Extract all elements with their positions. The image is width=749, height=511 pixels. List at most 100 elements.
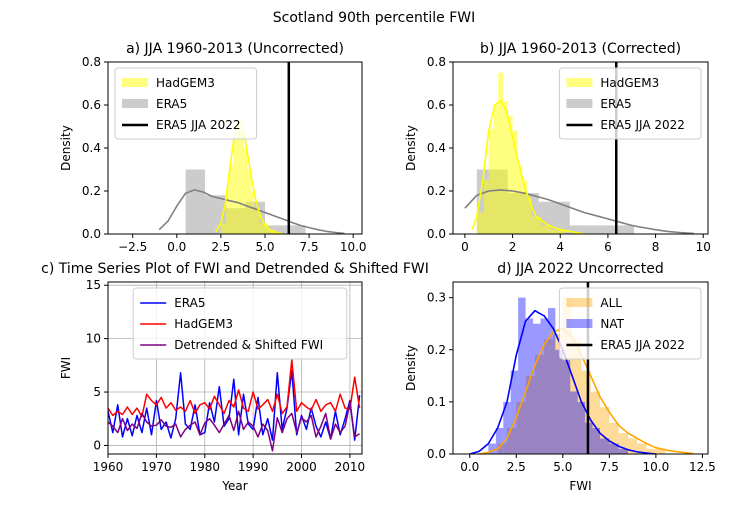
y-tick-label: 0.8 <box>427 55 446 69</box>
x-tick-label: 2 <box>509 240 517 254</box>
panel-title: b) JJA 1960-2013 (Corrected) <box>480 41 681 57</box>
legend-swatch <box>566 319 593 328</box>
hist-bar-hadgem3 <box>522 180 527 234</box>
x-tick-label: 0.0 <box>167 240 186 254</box>
hist-bar-all <box>506 427 517 454</box>
hist-bar-all <box>618 433 628 454</box>
hist-bar-all <box>516 401 526 454</box>
panel-title: a) JJA 1960-2013 (Uncorrected) <box>126 41 344 57</box>
hist-bar-all <box>655 448 666 454</box>
hist-bar-hadgem3 <box>259 223 269 234</box>
hist-bar-all <box>562 297 573 454</box>
hist-bar-nat <box>555 349 563 454</box>
y-tick-label: 5 <box>93 385 101 399</box>
panel-title: c) Time Series Plot of FWI and Detrended… <box>41 261 429 277</box>
y-tick-label: 15 <box>86 278 101 292</box>
hist-bar-nat <box>518 297 526 454</box>
hist-bar-nat <box>600 438 610 454</box>
series-line-detrended-shifted-fwi <box>108 401 361 452</box>
y-tick-label: 10 <box>86 332 101 346</box>
legend-swatch <box>122 99 148 108</box>
plot-area <box>469 282 694 454</box>
hist-bar-hadgem3 <box>229 165 234 234</box>
legend-label: ERA5 JJA 2022 <box>600 338 685 352</box>
legend-swatch <box>122 78 148 87</box>
y-tick-label: 0.8 <box>82 55 101 69</box>
hist-bar-hadgem3 <box>220 223 227 234</box>
hist-bar-era5 <box>286 225 306 234</box>
x-tick-label: 2000 <box>286 460 317 474</box>
legend-label: HadGEM3 <box>600 76 659 90</box>
x-tick-label: 10.0 <box>340 240 367 254</box>
legend-swatch <box>566 298 593 307</box>
legend-box <box>132 287 348 360</box>
hist-bar-hadgem3 <box>488 128 494 234</box>
legend: HadGEM3 ERA5 ERA5 JJA 2022 <box>114 67 258 140</box>
hist-bar-nat <box>592 427 601 454</box>
hist-bar-hadgem3 <box>498 72 504 234</box>
x-axis-label: Year <box>221 479 247 493</box>
y-tick-label: 0.2 <box>427 184 446 198</box>
hist-bar-nat <box>510 370 519 454</box>
legend-label: ERA5 JJA 2022 <box>600 118 685 132</box>
hist-bar-hadgem3 <box>268 229 276 234</box>
hist-bar-hadgem3 <box>226 186 230 234</box>
hist-bar-hadgem3 <box>240 130 244 234</box>
hist-bar-nat <box>618 448 628 454</box>
plot-area <box>158 62 345 234</box>
hist-bar-hadgem3 <box>541 225 551 234</box>
hist-bar-all <box>600 407 610 454</box>
axes-frame <box>452 281 709 455</box>
hist-bar-nat <box>547 308 556 454</box>
legend: ALL NAT ERA5 JJA 2022 <box>558 287 702 360</box>
kde-line-era5 <box>464 189 694 234</box>
panel-a: −2.5 0.0 2.5 5.0 7.5 10.0 0.0 0.2 0.4 0.6 0.8 a) JJ… <box>59 41 367 254</box>
x-tick-label: 4 <box>556 240 564 254</box>
y-tick-label: 0.1 <box>427 395 446 409</box>
y-tick-label: 0.2 <box>427 343 446 357</box>
y-tick-label: 0 <box>93 438 101 452</box>
x-tick-label: 5.0 <box>255 240 274 254</box>
x-tick-label: 6 <box>604 240 612 254</box>
y-axis-label: Density <box>404 345 418 391</box>
legend-box <box>558 67 702 140</box>
hist-bar-hadgem3 <box>493 105 499 234</box>
y-axis-label: Density <box>404 125 418 171</box>
hist-bar-all <box>637 443 647 454</box>
y-tick-label: 0.0 <box>427 227 446 241</box>
y-tick-label: 0.3 <box>427 291 446 305</box>
x-tick-label: 1970 <box>141 460 172 474</box>
x-tick-label: 0 <box>461 240 469 254</box>
x-tick-label: 7.5 <box>300 240 319 254</box>
hist-bar-hadgem3 <box>517 165 523 234</box>
hist-bar-all <box>497 443 507 454</box>
legend-label: ERA5 JJA 2022 <box>156 118 241 132</box>
x-tick-label: 2.5 <box>211 240 230 254</box>
hist-bar-hadgem3 <box>526 197 532 234</box>
legend: ERA5 HadGEM3 Detrended & Shifted FWI <box>132 287 348 360</box>
y-tick-label: 0.2 <box>82 184 101 198</box>
hist-bar-nat <box>503 401 511 454</box>
legend-box <box>114 67 258 140</box>
hist-bar-nat <box>577 401 586 454</box>
legend-label: HadGEM3 <box>156 76 215 90</box>
x-tick-label: 1990 <box>238 460 269 474</box>
y-tick-label: 0.4 <box>82 141 101 155</box>
y-tick-label: 0.6 <box>82 98 101 112</box>
hist-bar-hadgem3 <box>236 122 241 234</box>
hist-bar-hadgem3 <box>254 208 260 234</box>
kde-line-era5 <box>158 189 345 234</box>
x-tick-label: 2.5 <box>507 460 526 474</box>
hist-bar-hadgem3 <box>250 191 255 234</box>
hist-bar-era5 <box>185 169 206 234</box>
y-tick-label: 0.0 <box>427 447 446 461</box>
hist-bar-hadgem3 <box>512 130 518 234</box>
axes-frame <box>107 281 363 455</box>
hist-bar-era5 <box>264 225 287 234</box>
y-axis-label: FWI <box>59 357 73 379</box>
x-axis-label: FWI <box>569 479 591 493</box>
hist-bar-all <box>525 375 535 454</box>
legend-label: ALL <box>600 296 622 310</box>
panel-c: 1960 1970 1980 1990 2000 2010 0 5 10 15c) Time Se… <box>41 261 429 493</box>
